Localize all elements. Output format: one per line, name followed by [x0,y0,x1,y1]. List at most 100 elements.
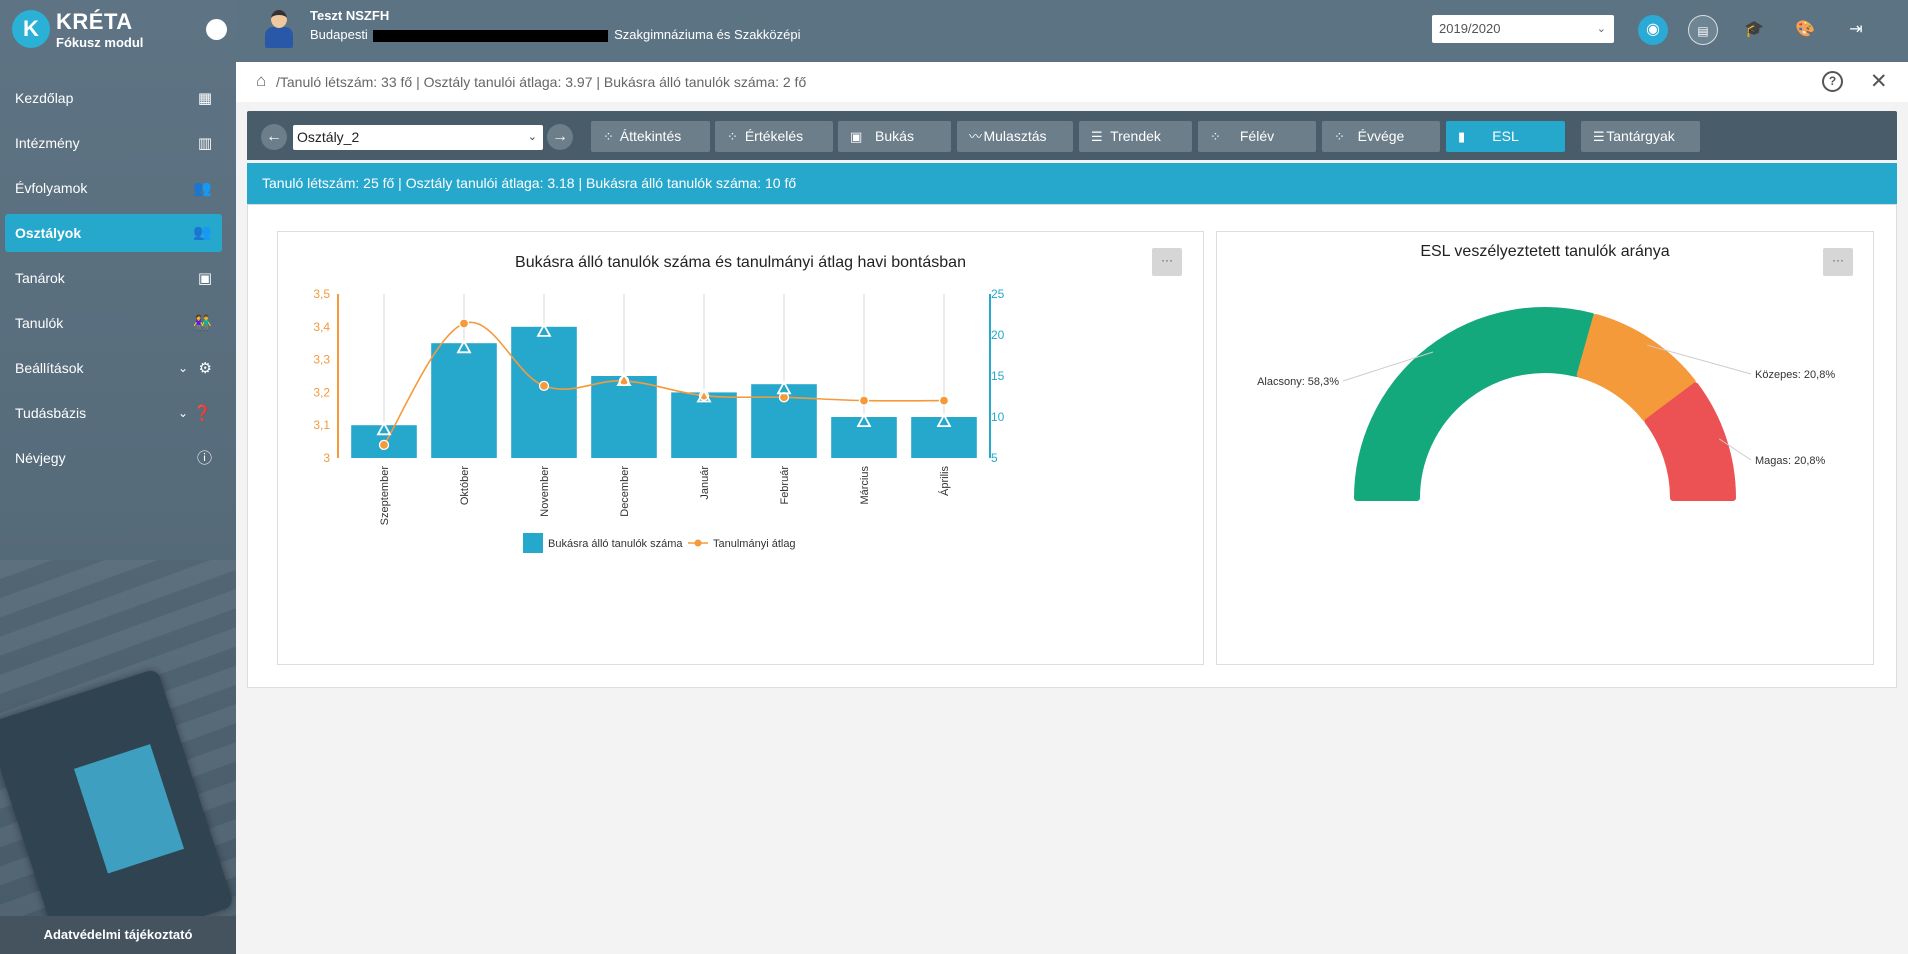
tab-mulasztas[interactable]: 〰 Mulasztás [957,121,1073,152]
x-tick-label: Március [859,466,871,505]
kreta-logo-icon: K [12,10,50,48]
sidebar-toggle-button[interactable] [206,19,227,40]
bar [831,417,897,458]
left-tick-label: 3,2 [313,385,330,399]
tab-label: Bukás [875,128,914,144]
year-select[interactable]: 2019/2020 ⌄ [1432,15,1614,43]
sidebar-item-label: Kezdőlap [15,90,74,106]
tab-label: Tantárgyak [1606,128,1675,144]
gauge-chart: Alacsony: 58,3% Közepes: 20,8% Magas: 20,8… [1257,307,1835,501]
tab-ertekeles[interactable]: ⁘ Értékelés [715,121,833,152]
sidebar-item-label: Tanulók [15,315,64,331]
tab-evvege[interactable]: ⁘ Évvége [1322,121,1440,152]
gear-icon: ⚙ [198,360,212,377]
line-point [938,395,950,406]
building-icon: ▥ [197,135,212,152]
x-tick-label: Január [699,466,711,500]
x-tick-label: Február [779,466,791,505]
eye-off-icon[interactable]: ◉ [1638,15,1668,45]
id-card-icon[interactable]: ▤ [1688,15,1718,45]
right-tick-label: 10 [991,410,1005,424]
sidebar-item-beallitasok[interactable]: Beállítások ⌄ ⚙ [0,346,236,391]
school-name: Budapesti Szakgimnáziuma és Szakközépi [310,27,801,42]
tab-attekintes[interactable]: ⁘ Áttekintés [591,121,710,152]
privacy-link[interactable]: Adatvédelmi tájékoztató [0,916,236,954]
arrow-right-icon[interactable]: → [547,124,573,150]
help-icon: ❓ [193,405,212,422]
user-name: Teszt NSZFH [310,8,390,23]
graduation-cap-icon[interactable]: 🎓 [1744,21,1764,38]
x-tick-label: December [619,466,631,517]
avatar[interactable] [264,10,294,48]
people-icon: 👥 [193,224,212,241]
tab-felev[interactable]: ⁘ Félév [1198,121,1316,152]
sidebar-item-nevjegy[interactable]: Névjegy ⓘ [0,436,236,481]
breadcrumb: ⌂ /Tanuló létszám: 33 fő | Osztály tanul… [236,62,1908,102]
line-point [458,318,470,329]
left-tick-label: 3 [323,451,330,465]
legend-swatch-bar [523,533,543,553]
triangle-marker [456,339,472,354]
triangle-marker [856,413,872,427]
gauge-slice [1644,382,1736,501]
sidebar-item-intezmeny[interactable]: Intézmény ▥ [0,121,236,166]
triangle-marker [776,380,792,395]
tab-label: ESL [1492,128,1519,144]
contact-card-icon: ▣ [197,270,212,287]
top-header: Teszt NSZFH Budapesti Szakgimnáziuma és … [236,0,1908,62]
bar [671,392,737,458]
close-icon[interactable]: ✕ [1870,70,1888,93]
school-suffix: Szakgimnáziuma és Szakközépi [614,27,801,42]
x-tick-label: Szeptember [379,466,391,526]
sidebar-item-label: Tanárok [15,270,65,286]
year-value: 2019/2020 [1439,21,1501,36]
tab-tantargyak[interactable]: ☰ Tantárgyak [1581,121,1700,152]
sidebar-item-label: Tudásbázis [15,405,87,421]
bubbles-icon: ⁘ [603,129,614,144]
right-tick-label: 15 [991,369,1005,383]
sidebar-item-label: Beállítások [15,360,84,376]
triangle-marker [936,413,952,427]
sidebar-item-osztalyok[interactable]: Osztályok 👥 [5,214,222,252]
logout-icon[interactable]: ⇥ [1849,21,1863,38]
chevron-down-icon: ⌄ [177,361,188,375]
tab-trendek[interactable]: ☰ Trendek [1079,121,1192,152]
left-tick-label: 3,5 [313,287,330,301]
home-icon[interactable]: ⌂ [256,71,267,90]
left-tick-label: 3,1 [313,418,330,432]
line-point [858,395,870,406]
app-subtitle: Fókusz modul [56,35,144,50]
sidebar-item-label: Intézmény [15,135,80,151]
sidebar-item-evfolyamok[interactable]: Évfolyamok 👥 [0,166,236,211]
chart-menu-button[interactable]: ··· [1823,248,1853,276]
bubbles-icon: ⁘ [727,129,738,144]
sidebar-item-kezdolap[interactable]: Kezdőlap ▦ [0,76,236,121]
chart-menu-button[interactable]: ··· [1152,248,1182,276]
palette-icon[interactable]: 🎨 [1795,21,1815,38]
tab-label: Félév [1239,128,1275,144]
slice-label: Alacsony: 58,3% [1257,376,1339,388]
tab-esl[interactable]: ▮ ESL [1446,121,1565,152]
sidebar-item-tanarok[interactable]: Tanárok ▣ [0,256,236,301]
sidebar-nav: Kezdőlap ▦ Intézmény ▥ Évfolyamok 👥 Oszt… [0,76,236,481]
line-point [538,380,550,391]
help-icon[interactable]: ? [1822,71,1843,92]
badge-icon: ▣ [850,129,863,144]
sidebar-item-tudasbazis[interactable]: Tudásbázis ⌄ ❓ [0,391,236,436]
tab-bukas[interactable]: ▣ Bukás [838,121,951,152]
tab-label: Áttekintés [619,128,682,144]
lines-icon: ☰ [1091,129,1103,144]
x-tick-label: Április [938,466,951,496]
dashboard-icon: ▦ [197,90,212,107]
legend-label-bar: Bukásra álló tanulók száma [548,538,683,550]
gauge-slice [1576,314,1696,422]
chevron-down-icon: ⌄ [527,131,537,143]
bar [911,417,977,458]
class-select-value: Osztály_2 [297,129,360,145]
arrow-left-icon[interactable]: ← [261,124,287,150]
content-panel: Bukásra álló tanulók száma és tanulmányi… [247,204,1897,688]
slice-connector [1718,438,1752,461]
breadcrumb-text: /Tanuló létszám: 33 fő | Osztály tanulói… [276,74,807,90]
class-select[interactable]: Osztály_2 ⌄ [293,125,543,150]
sidebar-item-tanulok[interactable]: Tanulók 👫 [0,301,236,346]
